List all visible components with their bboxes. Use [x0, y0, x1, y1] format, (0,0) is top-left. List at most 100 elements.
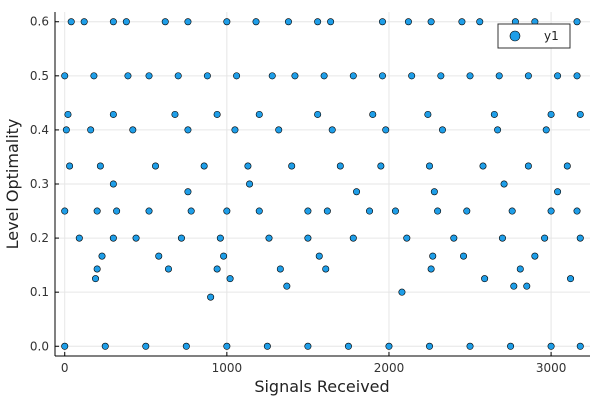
data-point	[255, 110, 263, 118]
data-point	[573, 207, 581, 215]
data-point	[101, 342, 109, 350]
y-tick-label: 0.4	[30, 123, 49, 137]
data-point	[573, 18, 581, 26]
y-tick-label: 0.2	[30, 231, 49, 245]
data-point	[61, 342, 69, 350]
data-point	[425, 342, 433, 350]
data-point	[145, 72, 153, 80]
data-point	[233, 72, 241, 80]
x-tick-label: 0	[61, 361, 69, 375]
data-point	[314, 18, 322, 26]
data-point	[323, 207, 331, 215]
data-point	[109, 180, 117, 188]
data-point	[403, 234, 411, 242]
data-point	[184, 126, 192, 134]
data-point	[75, 234, 83, 242]
data-point	[304, 234, 312, 242]
data-point	[132, 234, 140, 242]
data-point	[275, 126, 283, 134]
y-axis-label: Level Optimality	[3, 119, 22, 250]
data-point	[510, 282, 518, 290]
data-point	[122, 18, 130, 26]
legend-marker	[509, 30, 521, 42]
data-point	[80, 18, 88, 26]
data-point	[495, 72, 503, 80]
data-point	[223, 342, 231, 350]
data-point	[142, 342, 150, 350]
y-tick-label: 0.0	[30, 339, 49, 353]
data-point	[378, 18, 386, 26]
data-point	[155, 252, 163, 260]
data-point	[109, 234, 117, 242]
data-point	[547, 110, 555, 118]
data-point	[220, 252, 228, 260]
data-point	[328, 126, 336, 134]
y-axis-ticks: 0.0 0.1 0.2 0.3 0.4 0.5 0.6	[30, 15, 59, 353]
data-point	[524, 72, 532, 80]
data-point	[244, 162, 252, 170]
data-point	[554, 72, 562, 80]
data-point	[382, 126, 390, 134]
data-point	[349, 234, 357, 242]
data-point	[109, 110, 117, 118]
x-axis-ticks: 0 1000 2000 3000	[61, 352, 566, 375]
data-point	[184, 18, 192, 26]
data-point	[576, 234, 584, 242]
x-tick-label: 2000	[374, 361, 405, 375]
data-point	[213, 110, 221, 118]
data-point	[246, 180, 254, 188]
data-point	[93, 265, 101, 273]
data-point	[466, 72, 474, 80]
data-point	[404, 18, 412, 26]
data-point	[336, 162, 344, 170]
data-point	[113, 207, 121, 215]
data-point	[507, 342, 515, 350]
data-point	[434, 207, 442, 215]
data-point	[174, 72, 182, 80]
data-point	[263, 342, 271, 350]
data-point	[576, 110, 584, 118]
legend: y1	[497, 23, 571, 49]
data-point	[96, 162, 104, 170]
data-point	[187, 207, 195, 215]
data-point	[64, 110, 72, 118]
data-point	[152, 162, 160, 170]
data-point	[129, 126, 137, 134]
data-point	[171, 110, 179, 118]
data-point	[366, 207, 374, 215]
data-point	[322, 265, 330, 273]
data-point	[66, 162, 74, 170]
data-point	[184, 188, 192, 196]
data-point	[284, 18, 292, 26]
data-point	[252, 18, 260, 26]
data-point	[255, 207, 263, 215]
x-axis-label: Signals Received	[254, 377, 389, 396]
data-point	[349, 72, 357, 80]
data-point	[494, 126, 502, 134]
data-point	[576, 342, 584, 350]
data-point	[450, 234, 458, 242]
data-point	[377, 162, 385, 170]
data-point	[554, 188, 562, 196]
data-point	[547, 342, 555, 350]
data-point	[500, 180, 508, 188]
y-tick-label: 0.6	[30, 15, 49, 29]
data-point	[223, 18, 231, 26]
data-point	[408, 72, 416, 80]
data-point	[288, 162, 296, 170]
data-point	[268, 72, 276, 80]
data-point	[541, 234, 549, 242]
data-point	[425, 162, 433, 170]
data-point	[481, 275, 489, 283]
data-point	[542, 126, 550, 134]
data-point	[200, 162, 208, 170]
data-point	[304, 207, 312, 215]
data-point	[315, 252, 323, 260]
data-point	[164, 265, 172, 273]
data-point	[62, 126, 70, 134]
data-point	[207, 293, 215, 301]
data-point	[424, 110, 432, 118]
data-point	[563, 162, 571, 170]
data-point	[567, 275, 575, 283]
data-point	[479, 162, 487, 170]
